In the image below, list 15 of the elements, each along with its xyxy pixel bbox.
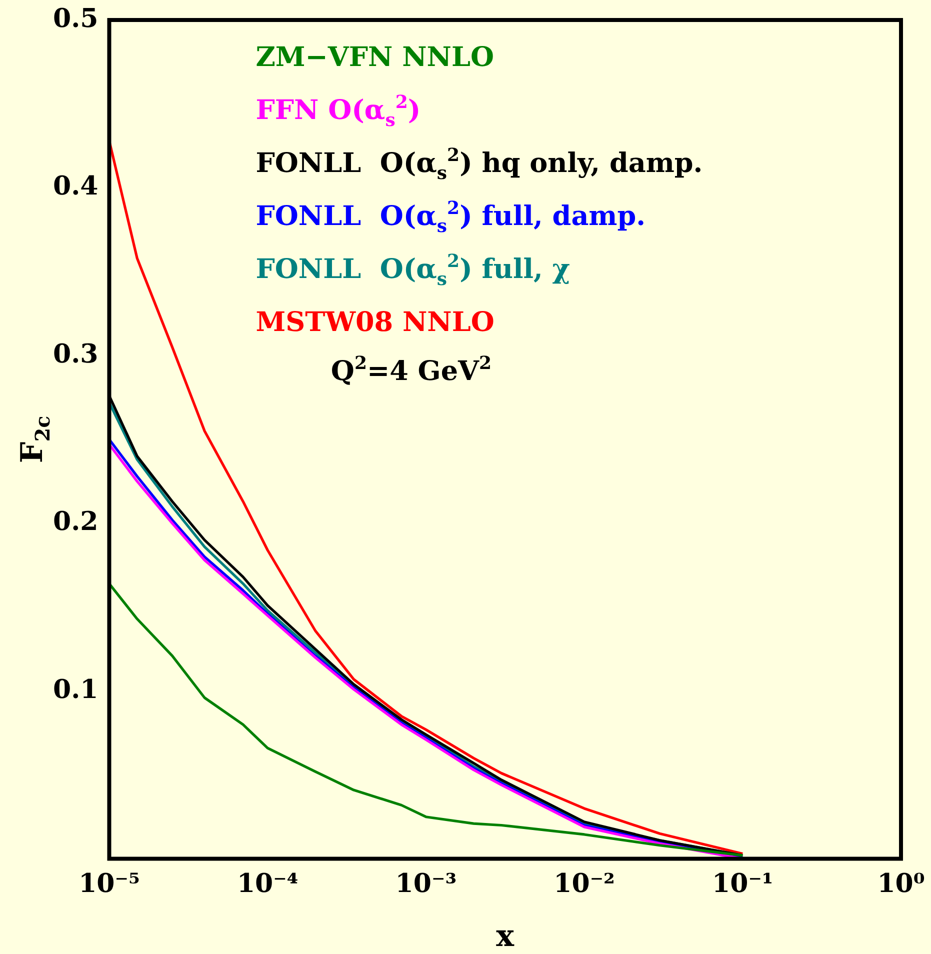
y-tick-label: 0.1	[53, 674, 98, 705]
text: ZM−VFN NNLO	[256, 42, 494, 74]
y-tick-label: 0.2	[53, 507, 98, 538]
y-tick-label: 0.3	[53, 339, 98, 370]
x-tick-label: 10⁻²	[554, 869, 615, 900]
x-tick-label: 10⁻¹	[712, 869, 774, 900]
x-axis-title: x	[496, 919, 516, 954]
x-tick-label: 10⁻⁵	[78, 869, 140, 900]
x-tick-label: 10⁻³	[395, 869, 457, 900]
y-tick-label: 0.5	[53, 4, 98, 34]
x-tick-label: 10⁻⁴	[236, 869, 298, 900]
y-tick-label: 0.4	[53, 172, 98, 202]
x-tick-label: 10⁰	[877, 869, 925, 900]
y-axis-title: F2c	[15, 416, 54, 464]
text: MSTW08 NNLO	[256, 307, 494, 338]
